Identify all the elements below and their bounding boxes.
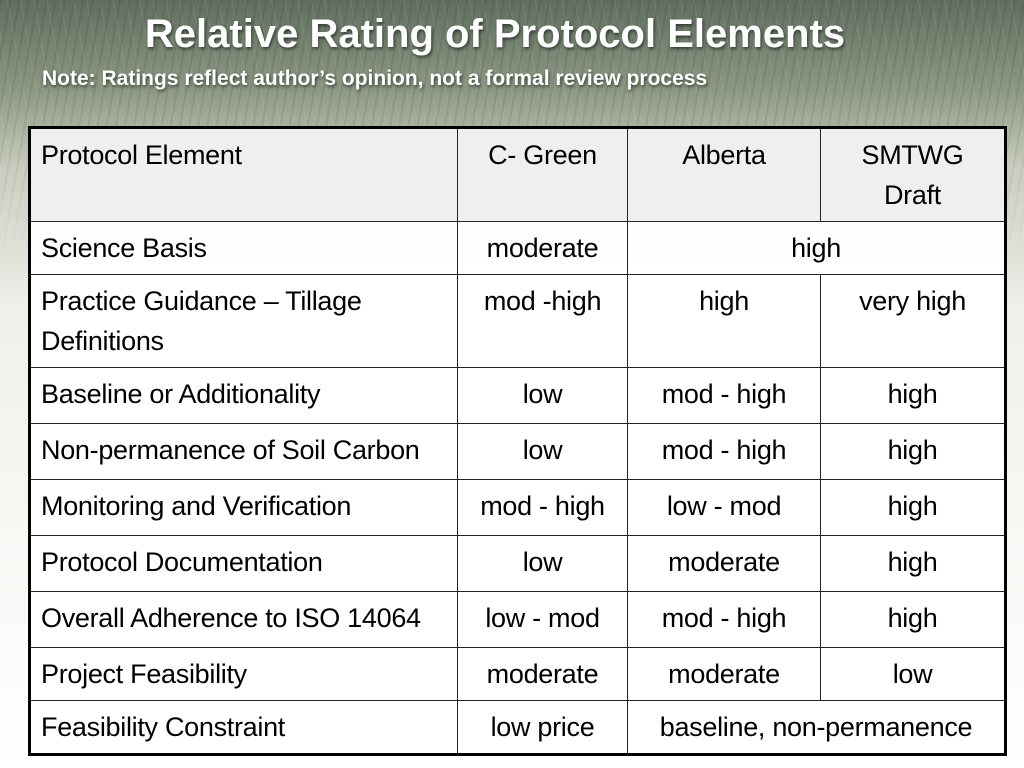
- row-element: Project Feasibility: [29, 647, 458, 701]
- table-row: Monitoring and Verification mod - high l…: [29, 479, 1006, 536]
- header-smtwg-draft: SMTWG Draft: [820, 127, 1006, 222]
- table-row: Protocol Documentation low moderate high: [29, 535, 1006, 592]
- row-element: Feasibility Constraint: [29, 700, 458, 755]
- header-alberta: Alberta: [627, 127, 821, 222]
- slide-title: Relative Rating of Protocol Elements: [144, 12, 846, 56]
- table-row: Overall Adherence to ISO 14064 low - mod…: [29, 591, 1006, 648]
- rating-smtwg: high: [820, 423, 1006, 480]
- header-protocol-element: Protocol Element: [29, 127, 458, 222]
- ratings-table: Protocol Element C- Green Alberta SMTWG …: [28, 126, 1007, 756]
- rating-c-green: low: [457, 423, 628, 480]
- header-c-green: C- Green: [457, 127, 628, 222]
- rating-alberta: moderate: [627, 647, 821, 701]
- rating-c-green: moderate: [457, 221, 628, 275]
- rating-c-green: mod - high: [457, 479, 628, 536]
- table-row: Non-permanence of Soil Carbon low mod - …: [29, 423, 1006, 480]
- rating-c-green: low - mod: [457, 591, 628, 648]
- rating-smtwg: high: [820, 591, 1006, 648]
- rating-smtwg: high: [820, 479, 1006, 536]
- rating-alberta-smtwg: high: [627, 221, 1006, 275]
- table-header-row: Protocol Element C- Green Alberta SMTWG …: [29, 127, 1006, 222]
- rating-c-green: mod -high: [457, 274, 628, 368]
- row-element: Protocol Documentation: [29, 535, 458, 592]
- rating-alberta: mod - high: [627, 591, 821, 648]
- row-element: Monitoring and Verification: [29, 479, 458, 536]
- rating-smtwg: very high: [820, 274, 1006, 368]
- rating-c-green: moderate: [457, 647, 628, 701]
- rating-alberta: low - mod: [627, 479, 821, 536]
- ratings-table-container: Protocol Element C- Green Alberta SMTWG …: [28, 126, 1007, 756]
- slide-subtitle: Note: Ratings reflect author’s opinion, …: [42, 67, 708, 90]
- row-element: Practice Guidance – Tillage Definitions: [29, 274, 458, 368]
- row-element: Overall Adherence to ISO 14064: [29, 591, 458, 648]
- rating-alberta: mod - high: [627, 367, 821, 424]
- rating-alberta: high: [627, 274, 821, 368]
- table-row: Project Feasibility moderate moderate lo…: [29, 647, 1006, 701]
- rating-smtwg: high: [820, 535, 1006, 592]
- rating-alberta: mod - high: [627, 423, 821, 480]
- table-row: Baseline or Additionality low mod - high…: [29, 367, 1006, 424]
- table-row: Feasibility Constraint low price baselin…: [29, 700, 1006, 755]
- rating-alberta: moderate: [627, 535, 821, 592]
- row-element: Science Basis: [29, 221, 458, 275]
- rating-c-green: low: [457, 535, 628, 592]
- rating-c-green: low: [457, 367, 628, 424]
- rating-smtwg: low: [820, 647, 1006, 701]
- row-element: Non-permanence of Soil Carbon: [29, 423, 458, 480]
- table-row: Practice Guidance – Tillage Definitions …: [29, 274, 1006, 368]
- row-element: Baseline or Additionality: [29, 367, 458, 424]
- rating-c-green: low price: [457, 700, 628, 755]
- rating-smtwg: high: [820, 367, 1006, 424]
- rating-alberta-smtwg: baseline, non-permanence: [627, 700, 1006, 755]
- table-row: Science Basis moderate high: [29, 221, 1006, 275]
